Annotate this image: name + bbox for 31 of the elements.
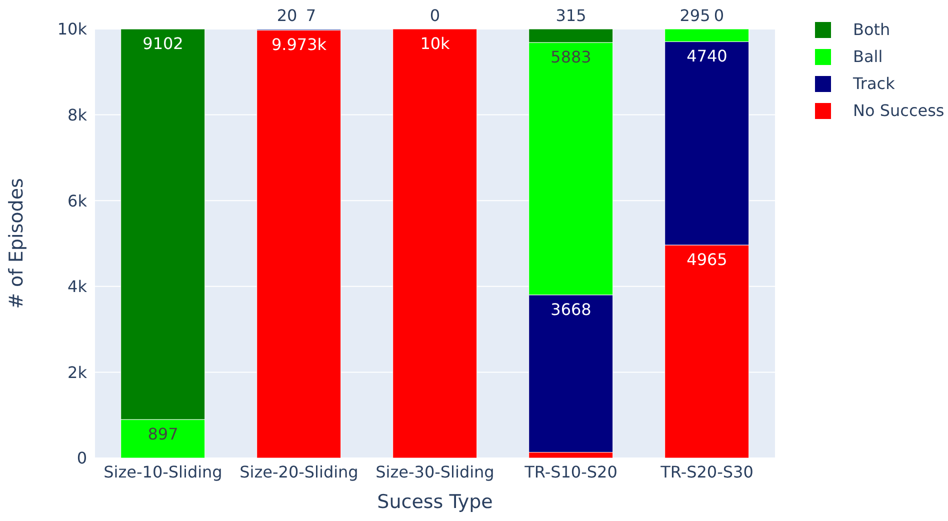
y-tick-label: 8k xyxy=(68,105,88,124)
data-label: 3668 xyxy=(550,300,592,319)
y-tick-label: 2k xyxy=(68,362,88,382)
legend-label: Track xyxy=(853,74,895,93)
x-tick-label: Size-10-Sliding xyxy=(104,462,222,482)
data-label: 9102 xyxy=(142,34,184,54)
data-label: 897 xyxy=(148,424,178,444)
data-label: 295 xyxy=(680,6,710,25)
data-label: 4965 xyxy=(686,250,728,269)
x-tick-label: TR-S10-S20 xyxy=(524,462,618,482)
data-label: 10k xyxy=(420,34,451,53)
x-tick-label: Size-30-Sliding xyxy=(376,462,494,482)
y-tick-label: 6k xyxy=(68,191,88,210)
data-label: 4740 xyxy=(686,46,728,66)
y-tick-label: 10k xyxy=(57,20,88,39)
legend-label: No Success xyxy=(853,101,944,120)
y-tick-label: 4k xyxy=(68,277,88,296)
legend-label: Both xyxy=(853,20,890,39)
data-label: 20 xyxy=(276,6,298,25)
data-label: 0 xyxy=(430,6,440,25)
x-tick-label: TR-S20-S30 xyxy=(660,462,754,482)
x-tick-label: Size-20-Sliding xyxy=(240,462,358,482)
data-label: 5883 xyxy=(550,48,592,67)
data-label: 7 xyxy=(306,6,316,25)
x-axis-title: Sucess Type xyxy=(377,491,493,513)
data-label: 9.973k xyxy=(271,35,328,54)
y-tick-label: 0 xyxy=(76,448,87,468)
y-axis-title: # of Episodes xyxy=(6,178,28,309)
data-label: 0 xyxy=(714,6,724,25)
data-label: 315 xyxy=(556,6,586,25)
legend-label: Ball xyxy=(853,47,883,66)
